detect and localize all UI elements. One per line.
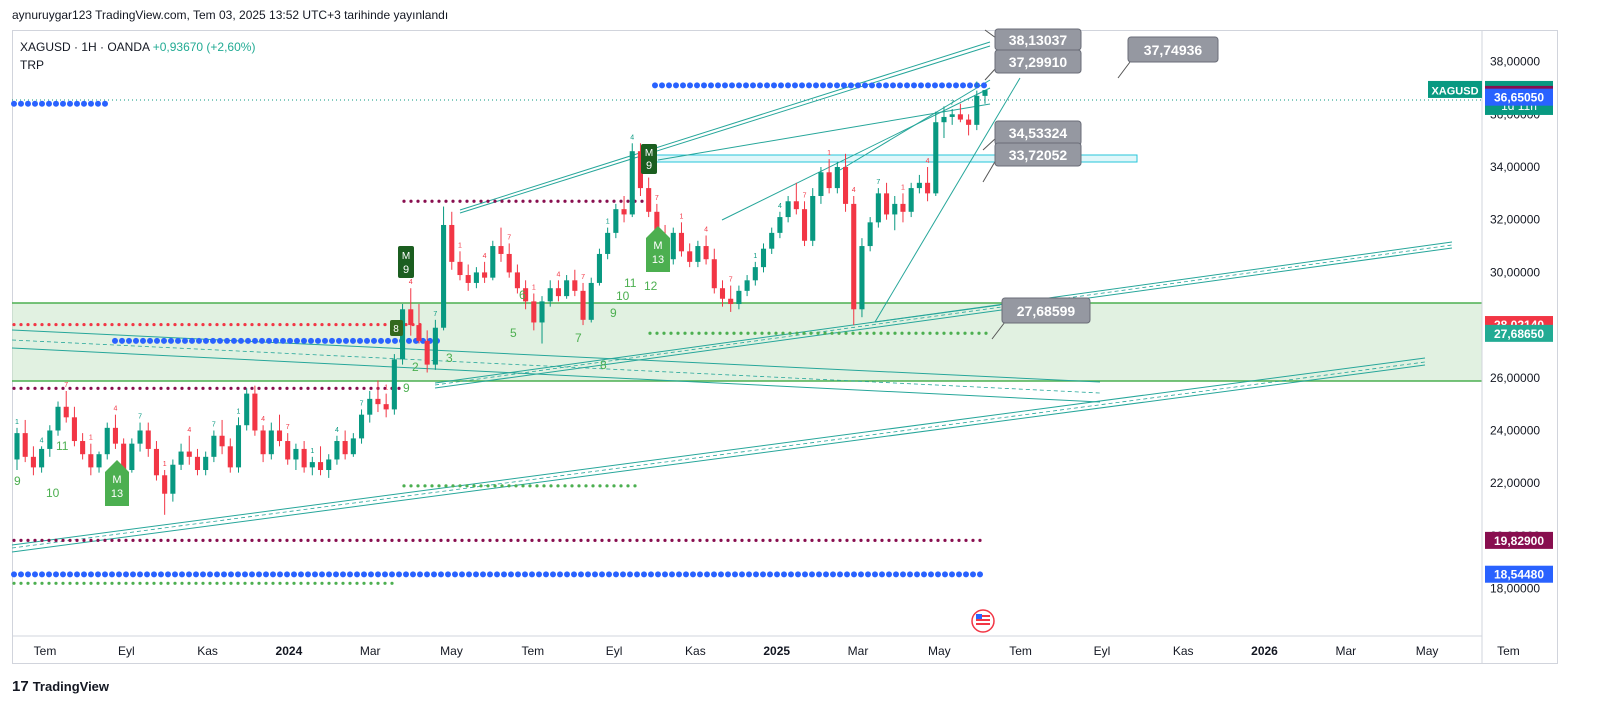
- price-change: +0,93670 (+2,60%): [152, 40, 256, 54]
- symbol-legend: XAGUSD · 1H · OANDA +0,93670 (+2,60%): [20, 40, 255, 54]
- indicator-label: TRP: [20, 58, 44, 72]
- symbol-label: XAGUSD · 1H · OANDA: [20, 40, 150, 54]
- publish-info: aynuruygar123 TradingView.com, Tem 03, 2…: [12, 8, 449, 22]
- tradingview-logo[interactable]: 17 TradingView: [12, 678, 109, 695]
- chart-frame[interactable]: [12, 30, 1558, 664]
- tv-logo-icon: 17: [12, 678, 29, 695]
- brand-text: TradingView: [32, 679, 110, 694]
